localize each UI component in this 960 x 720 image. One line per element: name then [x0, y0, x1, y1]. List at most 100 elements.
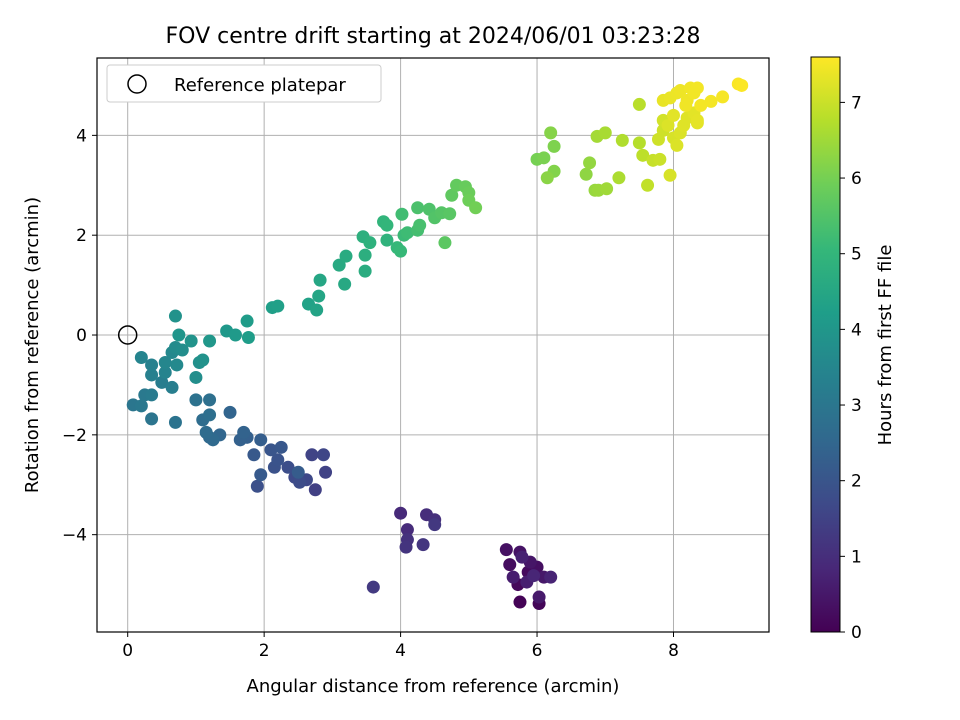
data-point — [170, 358, 184, 372]
data-point — [515, 550, 529, 564]
data-point — [317, 448, 331, 462]
data-point — [254, 468, 268, 482]
y-tick-label: 0 — [76, 326, 87, 346]
data-point — [544, 570, 558, 584]
chart-title: FOV centre drift starting at 2024/06/01 … — [166, 24, 701, 49]
colorbar-tick-label: 3 — [851, 396, 862, 416]
data-point — [670, 138, 684, 152]
reference-platepar-marker — [117, 325, 138, 345]
data-point — [172, 328, 186, 342]
data-point — [380, 233, 394, 247]
data-point — [291, 465, 305, 479]
data-point — [339, 249, 353, 263]
data-point — [203, 393, 217, 407]
data-point — [134, 399, 148, 413]
colorbar-tick-label: 5 — [851, 245, 862, 265]
data-point — [145, 358, 159, 372]
data-point — [358, 248, 372, 262]
x-tick-label: 4 — [395, 641, 406, 661]
data-point — [363, 236, 377, 250]
data-point — [532, 590, 546, 604]
data-point — [305, 448, 319, 462]
data-point — [155, 375, 169, 389]
data-point — [358, 264, 372, 278]
data-point — [281, 460, 295, 474]
data-point — [274, 440, 288, 454]
data-point — [380, 218, 394, 232]
y-tick-label: 4 — [76, 126, 87, 146]
data-point — [366, 580, 380, 594]
x-axis-ticks: 0 2 4 6 8 — [122, 632, 679, 661]
data-point — [499, 543, 513, 557]
legend-marker — [127, 74, 147, 94]
data-point — [241, 331, 255, 345]
data-point — [687, 86, 701, 100]
data-point — [716, 90, 730, 104]
data-point — [165, 380, 179, 394]
data-point — [428, 518, 442, 532]
data-point — [513, 595, 527, 609]
data-point — [240, 314, 254, 328]
x-axis-label: Angular distance from reference (arcmin) — [247, 676, 620, 697]
y-tick-label: −4 — [62, 526, 87, 546]
data-point — [540, 171, 554, 185]
data-point — [145, 412, 159, 426]
data-point — [394, 506, 408, 520]
legend: Reference platepar — [106, 64, 382, 103]
data-point — [690, 113, 704, 127]
data-point — [506, 570, 520, 584]
data-point — [134, 350, 148, 364]
data-point — [653, 152, 667, 166]
data-point — [583, 156, 597, 170]
data-point — [612, 171, 626, 185]
colorbar-tick-label: 0 — [851, 623, 862, 643]
data-point — [308, 483, 322, 497]
x-tick-label: 2 — [259, 641, 270, 661]
data-points — [126, 77, 749, 611]
data-point — [400, 523, 414, 537]
colorbar: 0 1 2 3 4 5 6 7 Hours from first FF file — [810, 56, 896, 643]
y-tick-label: −2 — [62, 426, 87, 446]
data-point — [168, 415, 182, 429]
data-point — [615, 133, 629, 147]
data-point — [175, 343, 189, 357]
data-point — [399, 540, 413, 554]
plot-frame — [96, 57, 770, 633]
legend-label: Reference platepar — [174, 75, 346, 96]
data-point — [189, 393, 203, 407]
data-point — [679, 98, 693, 112]
grid-lines — [97, 58, 769, 632]
data-point — [250, 479, 264, 493]
data-point — [158, 365, 172, 379]
data-point — [264, 443, 278, 457]
colorbar-tick-label: 4 — [851, 320, 862, 340]
data-point — [704, 94, 718, 108]
data-point — [312, 289, 326, 303]
data-point — [196, 353, 210, 367]
data-point — [168, 309, 182, 323]
data-point — [600, 182, 614, 196]
data-point — [189, 370, 203, 384]
data-point — [527, 569, 541, 583]
colorbar-ticks: 0 1 2 3 4 5 6 7 — [840, 93, 862, 643]
data-point — [145, 388, 159, 402]
colorbar-tick-label: 2 — [851, 472, 862, 492]
data-point — [158, 355, 172, 369]
data-point — [228, 328, 242, 342]
data-point — [579, 167, 593, 181]
x-tick-label: 8 — [668, 641, 679, 661]
data-point — [469, 201, 483, 215]
data-point — [199, 425, 213, 439]
data-point — [537, 151, 551, 165]
data-point — [203, 408, 217, 422]
data-point — [247, 448, 261, 462]
x-tick-label: 6 — [532, 641, 543, 661]
data-point — [544, 126, 558, 140]
y-axis-label: Rotation from reference (arcmin) — [22, 197, 43, 493]
data-point — [184, 334, 198, 348]
data-point — [223, 405, 237, 419]
colorbar-label: Hours from first FF file — [875, 245, 896, 446]
data-point — [237, 425, 251, 439]
data-point — [438, 236, 452, 250]
